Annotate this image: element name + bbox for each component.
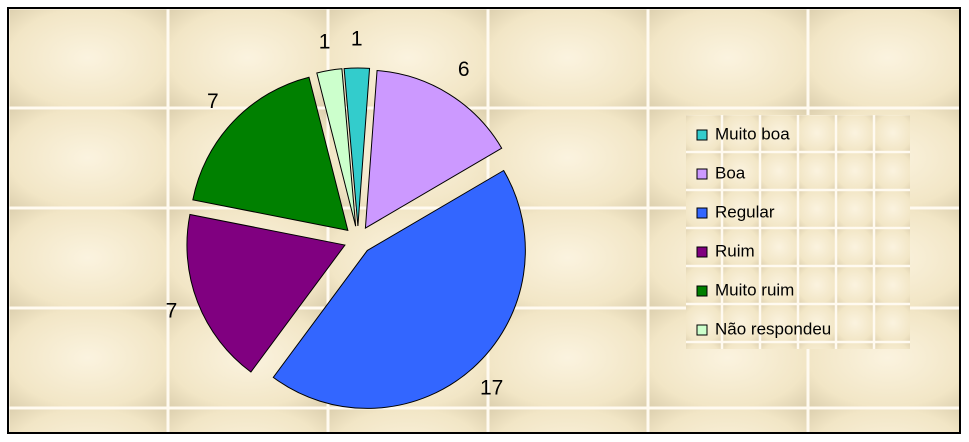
pie-slice [192, 76, 349, 232]
legend-label: Muito ruim [715, 280, 794, 299]
legend-marker [696, 285, 708, 297]
legend-marker [696, 129, 708, 141]
legend-label: Ruim [715, 241, 755, 260]
legend-label: Não respondeu [715, 319, 831, 338]
legend-marker [696, 168, 708, 180]
pie-slice [343, 67, 371, 227]
legend-marker [696, 246, 708, 258]
legend-label: Boa [715, 163, 746, 182]
data-label: 7 [166, 300, 178, 323]
data-label: 1 [351, 28, 363, 51]
legend-marker [696, 207, 708, 219]
legend-marker [696, 324, 708, 336]
data-label: 7 [207, 90, 219, 113]
data-label: 17 [480, 376, 503, 399]
data-label: 6 [458, 58, 470, 81]
legend [686, 115, 910, 349]
pie-slice [316, 68, 357, 227]
data-label: 1 [319, 30, 331, 53]
pie-slice [272, 169, 526, 409]
pie-slice [186, 213, 346, 373]
legend-label: Muito boa [715, 124, 790, 143]
legend-label: Regular [715, 202, 775, 221]
pie-slice [364, 70, 503, 230]
